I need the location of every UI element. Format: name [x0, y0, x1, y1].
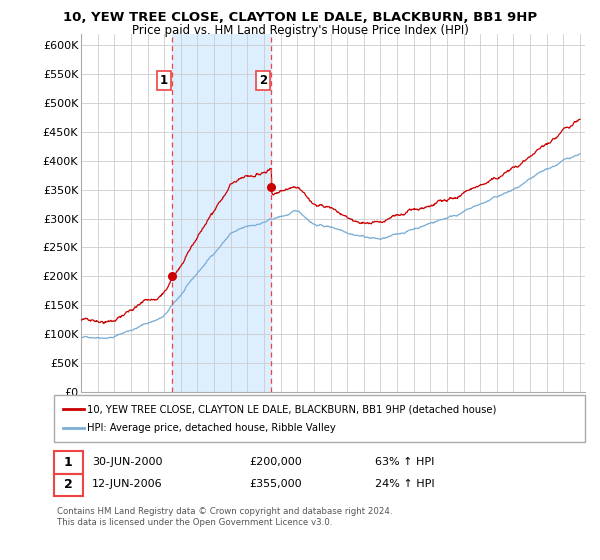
Text: £355,000: £355,000 — [249, 479, 302, 489]
Text: 10, YEW TREE CLOSE, CLAYTON LE DALE, BLACKBURN, BB1 9HP: 10, YEW TREE CLOSE, CLAYTON LE DALE, BLA… — [63, 11, 537, 24]
Text: Price paid vs. HM Land Registry's House Price Index (HPI): Price paid vs. HM Land Registry's House … — [131, 24, 469, 36]
Text: 1: 1 — [160, 74, 168, 87]
Bar — [172, 34, 271, 392]
Text: This data is licensed under the Open Government Licence v3.0.: This data is licensed under the Open Gov… — [57, 518, 332, 527]
Text: 63% ↑ HPI: 63% ↑ HPI — [375, 457, 434, 467]
Text: 12-JUN-2006: 12-JUN-2006 — [92, 479, 163, 489]
Text: £200,000: £200,000 — [249, 457, 302, 467]
Text: 30-JUN-2000: 30-JUN-2000 — [92, 457, 162, 467]
Text: HPI: Average price, detached house, Ribble Valley: HPI: Average price, detached house, Ribb… — [87, 423, 336, 433]
Text: 24% ↑ HPI: 24% ↑ HPI — [375, 479, 434, 489]
Text: Contains HM Land Registry data © Crown copyright and database right 2024.: Contains HM Land Registry data © Crown c… — [57, 507, 392, 516]
Text: 1: 1 — [64, 455, 73, 469]
Text: 2: 2 — [64, 478, 73, 491]
Text: 2: 2 — [259, 74, 267, 87]
Text: 10, YEW TREE CLOSE, CLAYTON LE DALE, BLACKBURN, BB1 9HP (detached house): 10, YEW TREE CLOSE, CLAYTON LE DALE, BLA… — [87, 404, 496, 414]
